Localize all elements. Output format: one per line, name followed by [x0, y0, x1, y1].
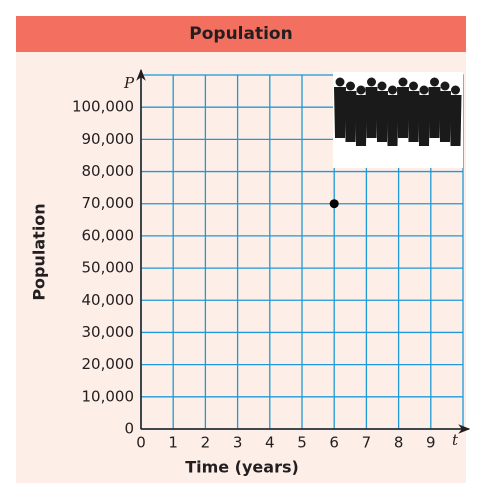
person-body — [439, 91, 451, 142]
person-body — [418, 95, 430, 146]
person-body — [407, 91, 420, 142]
chart-title: Population — [189, 24, 292, 44]
crowd-image — [333, 72, 463, 168]
person-head — [451, 85, 460, 95]
y-tick-label: 90,000 — [82, 130, 135, 148]
x-axis-label: Time (years) — [185, 458, 299, 477]
x-tick-label: 8 — [394, 434, 404, 452]
person-body — [376, 91, 388, 142]
person-head — [440, 81, 450, 91]
y-tick-label: 70,000 — [82, 194, 135, 212]
person-body — [386, 95, 399, 146]
plot: 0 1 2 3 4 5 6 7 8 9 0 10,000 20,000 30,000 40,000 50,00… — [72, 68, 471, 452]
x-tick-label: 0 — [136, 434, 146, 452]
person-body — [449, 95, 462, 146]
header — [16, 16, 466, 52]
person-head — [388, 85, 397, 95]
person-head — [419, 85, 429, 95]
x-tick-label: 7 — [362, 434, 372, 452]
person-head — [377, 81, 387, 91]
y-tick-label: 80,000 — [82, 162, 135, 180]
person-head — [335, 77, 345, 87]
x-tick-label: 6 — [329, 434, 339, 452]
x-tick-label: 2 — [201, 434, 211, 452]
y-tick-label: 50,000 — [82, 259, 135, 277]
y-tick-label: 100,000 — [72, 98, 134, 116]
person-head — [398, 77, 408, 87]
y-tick-label: 20,000 — [82, 355, 135, 373]
person-body — [344, 91, 357, 142]
person-body — [355, 95, 367, 146]
person-head — [346, 81, 355, 91]
person-body — [428, 87, 441, 138]
y-tick-label: 0 — [124, 420, 134, 438]
person-head — [367, 77, 376, 87]
x-tick-label: 9 — [426, 434, 436, 452]
person-body — [334, 87, 346, 138]
y-axis-label: Population — [30, 203, 49, 300]
x-tick-label: 3 — [233, 434, 243, 452]
x-tick-label: 1 — [168, 434, 178, 452]
x-tick-label: 5 — [297, 434, 307, 452]
x-tick-label: 4 — [265, 434, 275, 452]
x-axis-symbol: t — [452, 431, 459, 449]
y-tick-label: 40,000 — [82, 291, 135, 309]
person-body — [365, 87, 378, 138]
y-tick-label: 60,000 — [82, 226, 135, 244]
person-body — [397, 87, 409, 138]
y-tick-label: 30,000 — [82, 323, 135, 341]
person-head — [409, 81, 418, 91]
y-tick-label: 10,000 — [82, 387, 135, 405]
data-point — [329, 199, 339, 209]
y-axis-symbol: P — [123, 74, 135, 92]
person-head — [430, 77, 439, 87]
person-head — [356, 85, 366, 95]
